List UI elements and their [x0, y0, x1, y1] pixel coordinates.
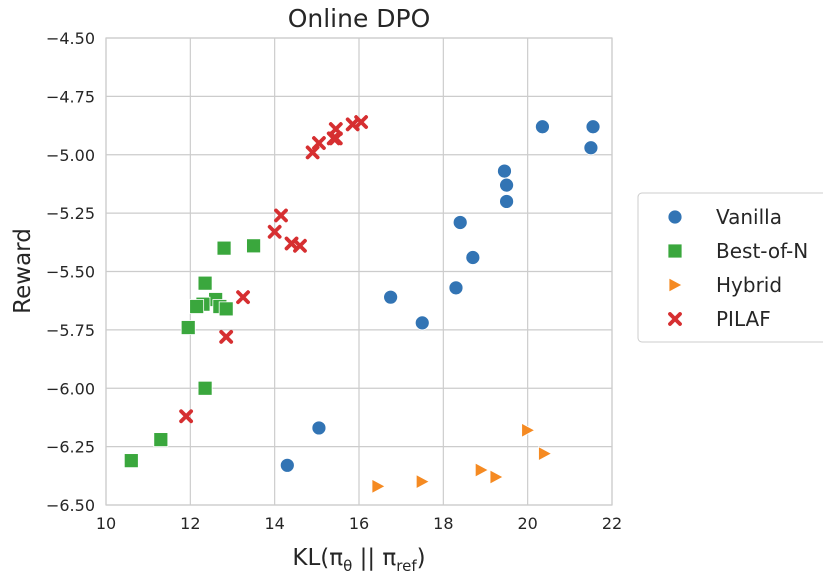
x-axis-label: KL(πθ || πref) — [292, 545, 425, 575]
y-tick-label: −5.75 — [46, 321, 95, 340]
legend: Vanilla Best-of-N Hybrid PILAF — [637, 192, 823, 343]
y-tick-label: −5.00 — [46, 146, 95, 165]
data-point — [197, 380, 213, 396]
y-tick-label: −4.75 — [46, 87, 95, 106]
plot-frame — [105, 37, 613, 506]
data-point — [179, 409, 194, 424]
data-point — [219, 329, 234, 344]
x-tick-labels: 10 12 14 16 18 20 22 — [96, 514, 622, 533]
x-tick-label: 14 — [264, 514, 284, 533]
data-point — [452, 215, 468, 230]
data-point — [312, 136, 326, 150]
data-point — [218, 301, 234, 317]
data-point — [267, 224, 282, 239]
y-axis-label: Reward — [10, 228, 36, 314]
y-tick-label: −5.50 — [46, 263, 95, 282]
data-point — [383, 289, 399, 305]
series-best-of-n — [123, 238, 261, 469]
series-hybrid — [371, 422, 553, 494]
data-point — [274, 208, 288, 223]
data-point — [345, 117, 360, 132]
legend-box — [637, 192, 823, 343]
data-point — [197, 275, 213, 291]
data-point — [583, 140, 599, 156]
data-point — [521, 422, 536, 438]
y-tick-label: −6.00 — [46, 379, 95, 398]
data-point — [216, 240, 232, 256]
data-point — [236, 290, 250, 305]
x-tick-label: 20 — [517, 514, 537, 533]
legend-label: Vanilla — [716, 205, 782, 229]
data-point — [538, 445, 553, 462]
data-point — [305, 145, 320, 160]
data-point — [328, 131, 343, 146]
y-tick-label: −5.25 — [46, 204, 95, 223]
x-tick-label: 10 — [96, 514, 116, 533]
series-pilaf — [179, 115, 369, 424]
legend-item-hybrid: Hybrid — [668, 273, 782, 297]
data-point — [499, 194, 514, 209]
data-point — [489, 469, 504, 485]
data-point — [189, 299, 205, 314]
legend-item-vanilla: Vanilla — [667, 205, 782, 229]
data-point — [123, 453, 139, 469]
legend-marker — [668, 277, 683, 293]
legend-label: PILAF — [716, 307, 771, 331]
legend-item-best-of-n: Best-of-N — [667, 239, 808, 263]
data-point — [497, 163, 512, 179]
data-point — [311, 420, 327, 436]
data-point — [585, 119, 601, 135]
y-tick-label: −6.50 — [46, 496, 95, 515]
legend-marker — [667, 209, 683, 225]
y-tick-label: −4.50 — [46, 29, 95, 48]
data-point — [153, 432, 169, 448]
data-point — [180, 320, 196, 335]
legend-label: Best-of-N — [716, 239, 808, 263]
data-point — [535, 119, 550, 135]
legend-marker — [668, 312, 682, 326]
x-tick-label: 22 — [602, 514, 622, 533]
data-point — [293, 238, 307, 253]
x-tick-label: 12 — [180, 514, 200, 533]
legend-item-pilaf: PILAF — [668, 307, 771, 331]
chart-title: Online DPO — [288, 4, 431, 33]
y-tick-label: −6.25 — [46, 438, 95, 457]
data-point — [246, 238, 261, 254]
legend-label: Hybrid — [716, 273, 782, 297]
x-tick-label: 16 — [349, 514, 369, 533]
data-point — [448, 280, 464, 296]
data-point — [499, 177, 514, 193]
data-point — [474, 462, 490, 478]
series-vanilla — [279, 119, 601, 473]
data-point — [371, 478, 386, 494]
legend-marker — [667, 243, 683, 259]
x-tick-label: 18 — [433, 514, 453, 533]
data-point — [415, 473, 431, 490]
y-tick-labels: −4.50 −4.75 −5.00 −5.25 −5.50 −5.75 −6.00 −6.25… — [46, 29, 95, 515]
data-point — [414, 315, 430, 331]
data-point — [465, 250, 481, 265]
data-points — [123, 115, 601, 494]
data-point — [279, 457, 295, 473]
